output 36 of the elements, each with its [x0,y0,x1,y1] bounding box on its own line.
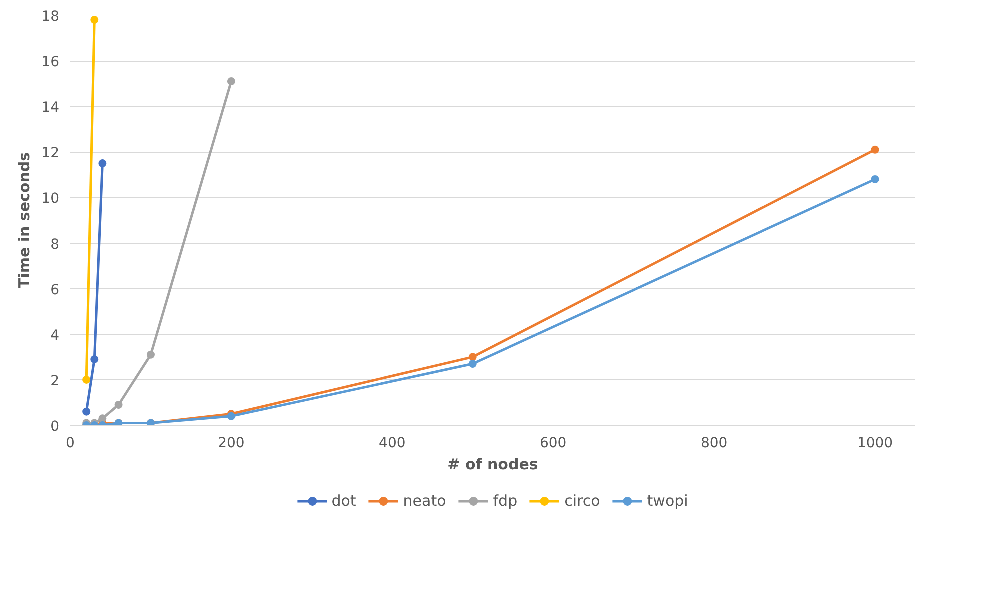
point [82,408,91,416]
y-tick-label: 0 [50,419,60,435]
legend-label: fdp [493,492,518,510]
x-axis-title: # of nodes [448,456,538,474]
point [468,360,477,368]
x-tick-label: 800 [700,436,728,452]
legend-label: neato [403,492,446,510]
x-tick-label: 400 [379,436,406,452]
point [227,78,236,86]
point [871,146,880,154]
point [146,350,155,359]
point [98,414,107,423]
point [114,401,123,409]
point [871,176,880,184]
y-tick-label: 4 [50,328,60,344]
y-axis-title: Time in seconds [16,152,34,289]
legend-label: twopi [647,492,688,510]
y-tick-label: 12 [42,146,60,162]
x-tick-label: 0 [66,436,75,452]
x-tick-label: 1000 [857,436,894,452]
x-tick-label: 600 [540,436,567,452]
point [90,16,99,24]
y-tick-label: 6 [50,282,60,298]
y-tick-label: 14 [42,100,60,116]
x-tick-label: 200 [218,436,245,452]
legend-label: dot [332,492,356,510]
y-tick-label: 2 [50,373,60,390]
point [98,160,107,168]
legend-label: circo [564,492,600,510]
y-tick-label: 8 [50,236,60,253]
point [90,355,99,364]
y-tick-label: 18 [42,9,60,25]
y-tick-label: 10 [42,191,60,208]
y-tick-label: 16 [42,54,60,71]
point [468,353,477,362]
point [82,376,91,384]
